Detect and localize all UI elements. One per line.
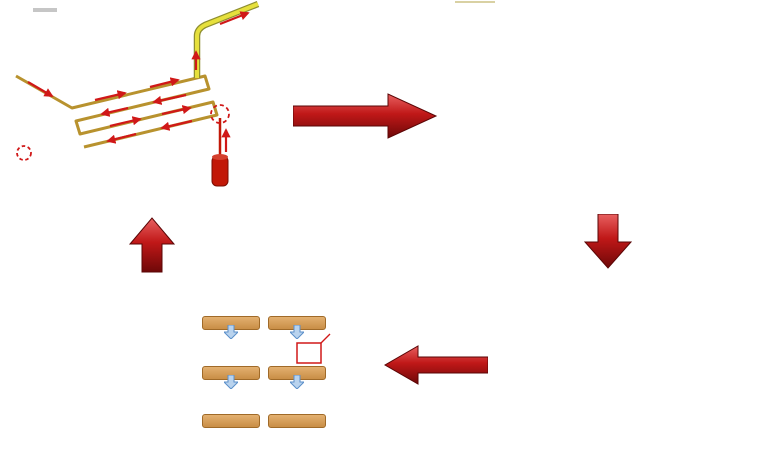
outlet-pipe xyxy=(195,2,259,78)
substrate-bar xyxy=(268,414,326,428)
mechanism-stage xyxy=(202,389,260,428)
down-step-arrow-icon xyxy=(290,375,304,389)
predict-arrow-icon xyxy=(293,93,438,139)
dez-cylinder-top xyxy=(212,154,228,160)
ald-valve-legend-icon xyxy=(16,145,32,161)
form-arrow-icon xyxy=(583,214,633,269)
mechanisms-panel xyxy=(197,277,389,465)
guide-arrow-icon xyxy=(128,217,176,273)
dez-chart-b xyxy=(581,260,675,344)
down-step-arrow-icon xyxy=(224,375,238,389)
annotation-pointer xyxy=(296,333,331,364)
dez-chart-e xyxy=(581,346,675,430)
kinetics-chart xyxy=(8,275,208,443)
dosing-header xyxy=(455,1,770,35)
deposition-ylabel xyxy=(472,264,485,432)
mechanism-stage xyxy=(268,389,326,428)
feeding-system-label xyxy=(33,8,57,12)
dez-chart-f xyxy=(675,346,769,430)
substrate-bar xyxy=(202,414,260,428)
down-step-arrow-icon xyxy=(290,325,304,339)
dosing-grid xyxy=(455,35,770,193)
dez-chart-c xyxy=(675,260,769,344)
dez-chart-d xyxy=(487,346,581,430)
affect-arrow-icon xyxy=(383,345,488,385)
cfd-model-diagram xyxy=(15,0,260,187)
time-column-header xyxy=(455,1,495,3)
flow-arrows xyxy=(27,11,250,152)
pipe-coil xyxy=(15,74,219,149)
dez-cylinder xyxy=(211,155,229,187)
down-step-arrow-icon xyxy=(224,325,238,339)
ald-valve-icon xyxy=(210,104,230,124)
dez-chart-a xyxy=(487,260,581,344)
